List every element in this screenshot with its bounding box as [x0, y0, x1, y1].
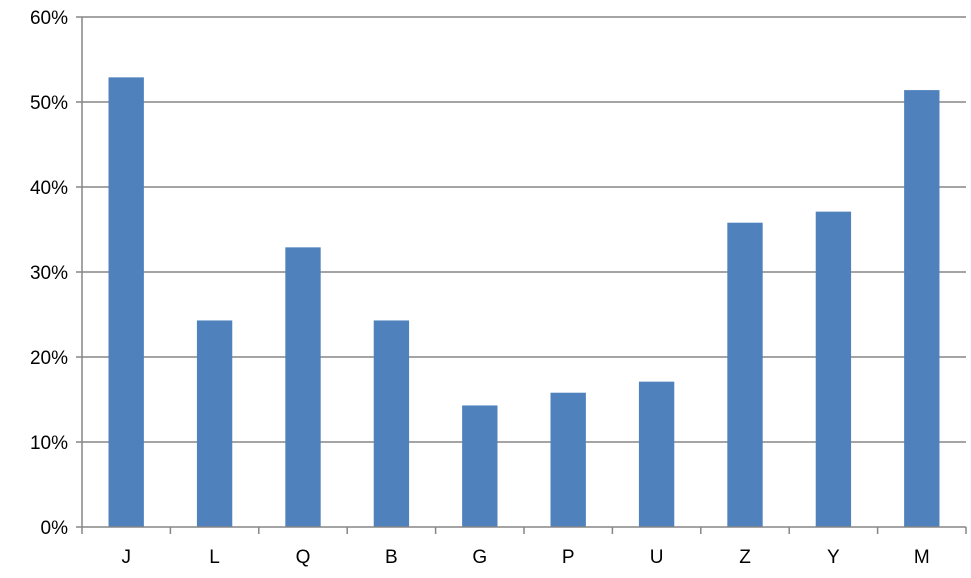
bars [108, 77, 940, 527]
bar-y [815, 211, 852, 527]
x-tick-label: Z [739, 547, 751, 568]
x-tick-label: J [121, 547, 131, 568]
bar-q [285, 247, 321, 527]
bar-b [373, 320, 410, 527]
y-tick-label: 30% [30, 263, 68, 284]
bar-u [638, 381, 675, 527]
y-tick-label: 60% [30, 8, 68, 29]
bar-z [727, 222, 763, 527]
x-tick-label: L [209, 547, 220, 568]
bar-p [550, 392, 586, 527]
x-tick-label: M [914, 547, 930, 568]
bar-g [462, 405, 498, 527]
y-tick-labels: 0% 10% 20% 30% 40% 50% 60% [30, 8, 68, 539]
x-tick-label: G [472, 547, 487, 568]
x-tick-label: Q [296, 547, 311, 568]
y-tick-label: 0% [41, 518, 69, 539]
x-tick-label: U [650, 547, 664, 568]
y-tick-label: 20% [30, 348, 68, 369]
bar-l [196, 320, 233, 527]
x-tick-label: P [562, 547, 575, 568]
x-tick-label: B [385, 547, 398, 568]
axes [76, 16, 967, 534]
y-tick-label: 50% [30, 93, 68, 114]
x-tick-label: Y [827, 547, 840, 568]
bar-m [904, 90, 940, 527]
y-tick-label: 10% [30, 433, 68, 454]
y-tick-label: 40% [30, 178, 68, 199]
bar-j [108, 77, 144, 527]
